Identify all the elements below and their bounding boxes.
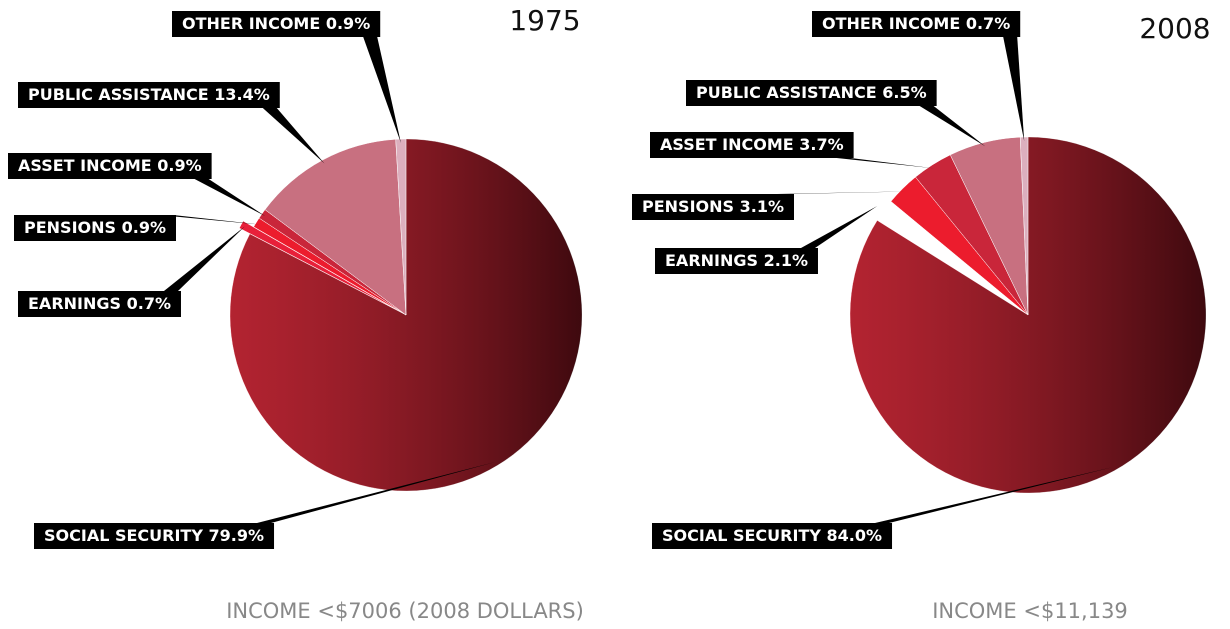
category-name: PENSIONS [24, 218, 116, 237]
label-text: EARNINGS 2.1% [665, 251, 808, 270]
label-pointer [875, 467, 1113, 523]
label-box [8, 153, 212, 179]
labels: SOCIAL SECURITY 79.9% EARNINGS 0.7% PENSIO… [8, 11, 496, 549]
label-text: PENSIONS 0.9% [24, 218, 166, 237]
category-name: PUBLIC ASSISTANCE [696, 83, 877, 102]
pie-slice [395, 138, 407, 316]
chart-title: 2008 [1139, 12, 1210, 45]
label-text: PUBLIC ASSISTANCE 13.4% [28, 85, 270, 104]
value-label: 13.4% [214, 85, 270, 104]
label-pointer [159, 215, 260, 225]
label-box [632, 194, 794, 220]
pie-slice [238, 220, 396, 310]
value-label: 0.9% [326, 14, 370, 33]
label-box [650, 132, 854, 158]
slice-label: ASSET INCOME 3.7% [650, 132, 935, 169]
label-pointer [163, 226, 245, 291]
pie-slice [264, 139, 407, 316]
label-box [652, 523, 893, 549]
label-text: SOCIAL SECURITY 84.0% [662, 526, 882, 545]
slice-label: SOCIAL SECURITY 84.0% [652, 467, 1113, 549]
label-box [686, 80, 937, 106]
slice-label: PUBLIC ASSISTANCE 13.4% [18, 82, 325, 164]
label-text: OTHER INCOME 0.9% [182, 14, 370, 33]
label-box [812, 11, 1021, 37]
slice-label: OTHER INCOME 0.9% [172, 11, 401, 144]
label-box [34, 523, 275, 549]
label-box [14, 215, 176, 241]
label-text: PENSIONS 3.1% [642, 197, 784, 216]
label-text: ASSET INCOME 0.9% [18, 156, 202, 175]
slice-label: EARNINGS 0.7% [18, 226, 245, 317]
label-pointer [194, 179, 266, 217]
category-name: EARNINGS [665, 251, 758, 270]
category-name: PENSIONS [642, 197, 734, 216]
label-box [172, 11, 381, 37]
chart-subtitle: INCOME <$11,139 [932, 599, 1128, 623]
category-name: PUBLIC ASSISTANCE [28, 85, 209, 104]
value-label: 79.9% [209, 526, 265, 545]
value-label: 84.0% [827, 526, 883, 545]
pie [229, 138, 583, 492]
label-pointer [262, 108, 325, 164]
category-name: ASSET INCOME [660, 135, 794, 154]
pie-slice [1019, 136, 1029, 316]
label-pointer [777, 191, 906, 194]
slice-label: SOCIAL SECURITY 79.9% [34, 462, 496, 549]
label-text: OTHER INCOME 0.7% [822, 14, 1010, 33]
category-name: EARNINGS [28, 294, 121, 313]
value-label: 0.7% [127, 294, 171, 313]
category-name: OTHER INCOME [822, 14, 960, 33]
label-box [18, 291, 181, 317]
value-label: 3.7% [799, 135, 843, 154]
value-label: 0.9% [157, 156, 201, 175]
label-pointer [800, 206, 878, 248]
slice-label: ASSET INCOME 0.9% [8, 153, 266, 217]
slice-label: EARNINGS 2.1% [655, 206, 878, 274]
value-label: 0.9% [122, 218, 166, 237]
slice-label: PENSIONS 0.9% [14, 215, 260, 241]
pie [849, 136, 1207, 494]
label-box [655, 248, 818, 274]
slice-label: OTHER INCOME 0.7% [812, 11, 1025, 142]
value-label: 6.5% [882, 83, 926, 102]
label-pointer [1003, 37, 1025, 142]
label-text: PUBLIC ASSISTANCE 6.5% [696, 83, 927, 102]
category-name: ASSET INCOME [18, 156, 152, 175]
label-text: SOCIAL SECURITY 79.9% [44, 526, 264, 545]
label-pointer [257, 462, 496, 523]
slice-label: PENSIONS 3.1% [632, 191, 906, 220]
category-name: OTHER INCOME [182, 14, 320, 33]
label-text: ASSET INCOME 3.7% [660, 135, 844, 154]
chart-subtitle: INCOME <$7006 (2008 DOLLARS) [226, 599, 584, 623]
value-label: 3.1% [740, 197, 784, 216]
label-pointer [836, 158, 935, 169]
category-name: SOCIAL SECURITY [44, 526, 203, 545]
pie-slice [867, 194, 1019, 309]
label-box [18, 82, 280, 108]
slice-label: PUBLIC ASSISTANCE 6.5% [686, 80, 986, 147]
value-label: 2.1% [764, 251, 808, 270]
label-pointer [919, 106, 986, 147]
labels: SOCIAL SECURITY 84.0% EARNINGS 2.1% PENSIO… [632, 11, 1113, 549]
category-name: SOCIAL SECURITY [662, 526, 821, 545]
label-pointer [363, 37, 401, 144]
chart-title: 1975 [509, 4, 580, 37]
label-text: EARNINGS 0.7% [28, 294, 171, 313]
value-label: 0.7% [966, 14, 1010, 33]
